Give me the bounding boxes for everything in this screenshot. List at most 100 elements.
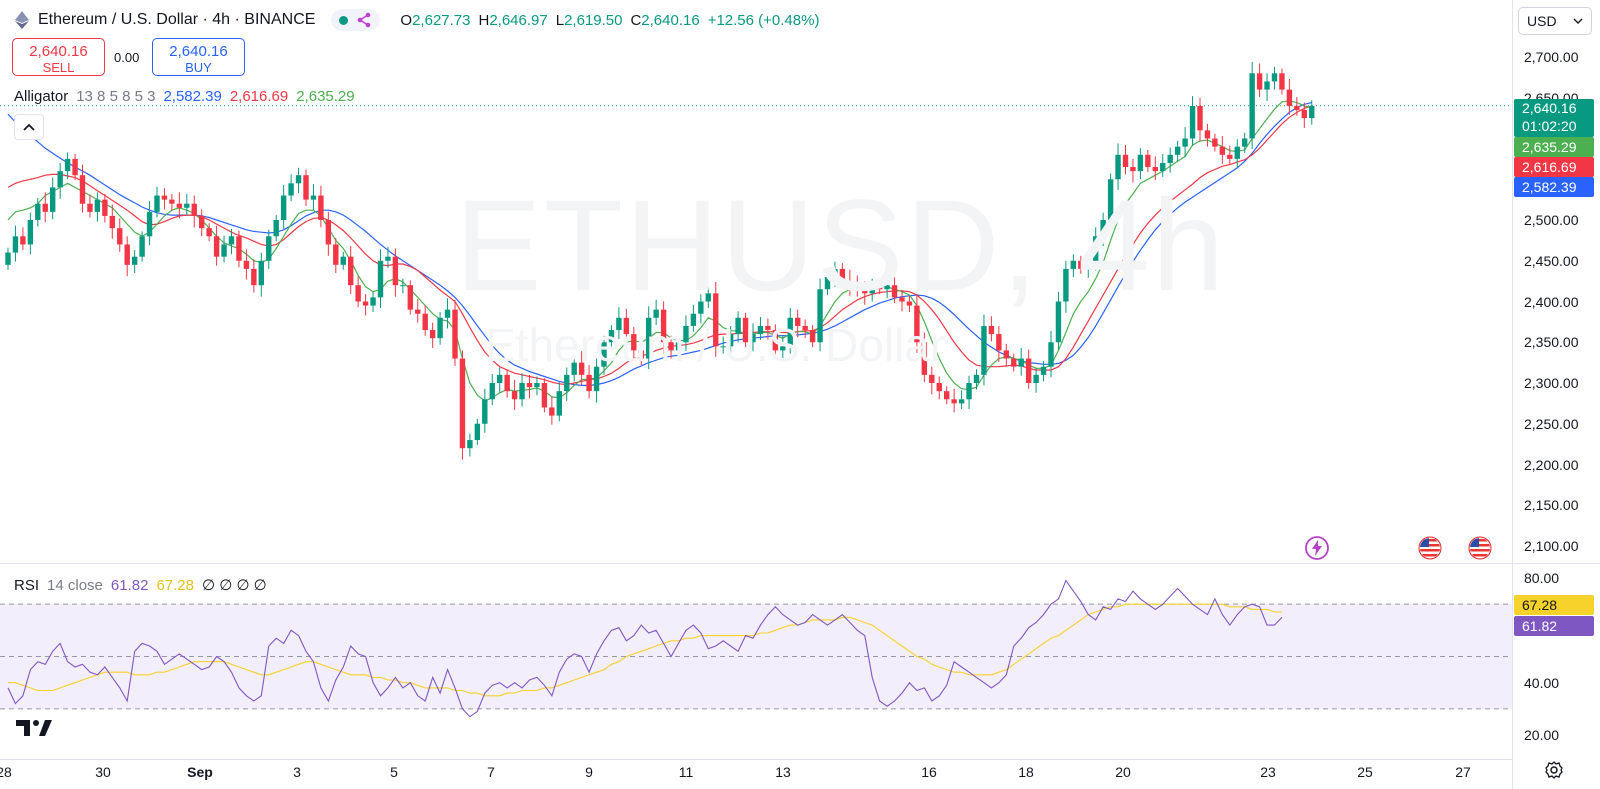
candle-body (1264, 81, 1270, 90)
candle-body (854, 285, 860, 290)
candle-body (154, 195, 160, 212)
sell-button[interactable]: 2,640.16 SELL (12, 38, 105, 76)
candle-body (519, 383, 525, 400)
lightning-icon[interactable] (1305, 536, 1329, 560)
candle-body (1219, 146, 1226, 155)
candle-body (206, 228, 212, 237)
candle-body (228, 236, 235, 245)
rsi-extra-values: ∅ ∅ ∅ ∅ (201, 577, 267, 594)
candle-body (191, 203, 197, 216)
candle-body (936, 383, 942, 392)
buy-button[interactable]: 2,640.16 BUY (152, 38, 245, 76)
candle-body (891, 285, 898, 298)
alligator-legend[interactable]: Alligator 13 8 5 8 5 3 2,582.39 2,616.69… (14, 88, 355, 105)
price-chart[interactable] (0, 0, 1512, 563)
candle-body (1093, 236, 1099, 265)
currency-select[interactable]: USD (1518, 7, 1592, 35)
candle-body (944, 391, 950, 400)
rsi-params: 14 close (47, 576, 103, 594)
candle-body (251, 268, 257, 286)
candle-body (638, 350, 644, 359)
candle-body (94, 199, 101, 212)
candle-body (713, 293, 719, 347)
jaw-value: 2,582.39 (163, 88, 222, 105)
candle-body (556, 391, 562, 416)
candle-body (1048, 342, 1054, 367)
teeth-axis-label: 2,616.69 (1514, 157, 1594, 177)
candle-body (884, 285, 890, 290)
time-tick-label: 5 (390, 764, 398, 780)
candle-body (966, 383, 972, 400)
candle-body (631, 334, 637, 351)
price-tick-label: 2,450.00 (1524, 252, 1579, 269)
candle-body (1130, 167, 1136, 172)
candle-body (735, 317, 741, 335)
candle-body (243, 260, 250, 269)
candle-body (705, 293, 711, 302)
candle-body (921, 342, 928, 375)
candle-body (102, 199, 108, 216)
candle-body (429, 330, 436, 339)
candle-body (809, 330, 816, 343)
candle-body (236, 236, 242, 261)
us-flag-icon[interactable] (1418, 536, 1442, 560)
candle-body (1003, 350, 1009, 359)
candle-body (452, 309, 458, 359)
candle-body (169, 199, 175, 204)
candle-body (653, 309, 659, 318)
candle-body (1040, 366, 1047, 375)
candle-body (511, 391, 518, 400)
candle-body (899, 297, 905, 302)
candle-body (459, 358, 466, 449)
pane-separator[interactable] (0, 563, 1600, 564)
candle-body (608, 330, 615, 343)
symbol-title[interactable]: Ethereum / U.S. Dollar · 4h · BINANCE (38, 11, 316, 28)
price-tick-label: 2,300.00 (1524, 375, 1579, 391)
ohlc-close: C2,640.16 (630, 11, 700, 29)
candle-body (57, 171, 63, 188)
candle-body (1189, 105, 1196, 139)
candle-body (318, 195, 324, 220)
candle-body (362, 301, 369, 306)
candle-body (79, 175, 86, 204)
rsi-tick-label: 80.00 (1524, 570, 1560, 586)
candle-body (1204, 130, 1211, 139)
settings-icon[interactable] (1544, 760, 1564, 780)
candle-body (20, 236, 26, 245)
market-status[interactable] (331, 9, 381, 31)
candle-body (683, 325, 689, 343)
candle-body (549, 407, 555, 416)
candle-body (109, 215, 115, 229)
currency-value: USD (1527, 13, 1557, 29)
candle-body (750, 334, 756, 343)
candle-body (973, 374, 980, 383)
collapse-legend-button[interactable] (14, 114, 44, 140)
candle-body (325, 220, 332, 245)
candle-body (541, 383, 548, 408)
candle-body (437, 317, 443, 339)
candle-body (914, 305, 920, 343)
rsi-legend[interactable]: RSI 14 close 61.82 67.28 ∅ ∅ ∅ ∅ (14, 576, 267, 595)
candle-body (1145, 154, 1151, 168)
ohlc-low: L2,619.50 (555, 11, 623, 29)
candle-body (1279, 73, 1285, 90)
candle-body (348, 256, 354, 286)
candle-body (407, 285, 413, 310)
us-flag-icon[interactable] (1468, 536, 1492, 560)
time-tick-label: 18 (1018, 764, 1034, 780)
rsi-pane[interactable] (0, 564, 1512, 759)
candle-body (280, 195, 287, 220)
time-tick-label: 9 (585, 764, 593, 780)
tradingview-logo[interactable] (16, 718, 52, 738)
candle-body (1070, 260, 1077, 269)
candle-body (184, 203, 190, 208)
rsi-tick-label: 40.00 (1524, 674, 1560, 691)
indicator-name: Alligator (14, 88, 69, 105)
candle-body (1227, 154, 1233, 159)
candle-body (1174, 146, 1181, 155)
candle-body (1122, 154, 1129, 168)
sell-label: SELL (42, 60, 75, 75)
price-tick-label: 2,100.00 (1524, 538, 1579, 554)
candle-body (444, 309, 451, 318)
candle-body (1256, 73, 1263, 90)
